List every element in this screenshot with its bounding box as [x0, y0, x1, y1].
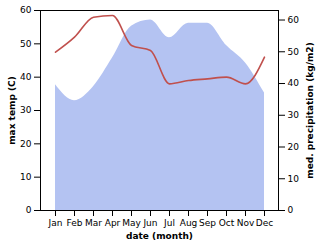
svg-text:20: 20	[288, 142, 300, 152]
svg-text:Aug: Aug	[180, 218, 198, 228]
svg-text:10: 10	[288, 174, 300, 184]
svg-text:Nov: Nov	[237, 218, 255, 228]
svg-text:60: 60	[288, 15, 300, 25]
svg-text:med. precipitation (kg/m2): med. precipitation (kg/m2)	[305, 42, 315, 178]
svg-text:0: 0	[288, 205, 294, 215]
svg-text:Sep: Sep	[199, 218, 216, 228]
svg-text:30: 30	[20, 105, 32, 115]
svg-text:20: 20	[20, 139, 32, 149]
svg-text:10: 10	[20, 172, 32, 182]
svg-text:Jul: Jul	[163, 218, 175, 228]
svg-text:40: 40	[20, 72, 32, 82]
svg-text:Oct: Oct	[219, 218, 235, 228]
svg-text:Apr: Apr	[105, 218, 121, 228]
svg-text:50: 50	[288, 47, 300, 57]
svg-text:60: 60	[20, 5, 32, 15]
svg-text:Mar: Mar	[85, 218, 102, 228]
svg-text:30: 30	[288, 110, 300, 120]
svg-text:Jan: Jan	[48, 218, 63, 228]
svg-text:max temp (C): max temp (C)	[7, 76, 17, 145]
svg-text:Jun: Jun	[142, 218, 157, 228]
svg-text:date (month): date (month)	[126, 231, 193, 241]
svg-text:50: 50	[20, 39, 32, 49]
svg-text:40: 40	[288, 78, 300, 88]
svg-text:May: May	[122, 218, 141, 228]
svg-text:Dec: Dec	[256, 218, 273, 228]
svg-text:0: 0	[26, 205, 32, 215]
svg-text:Feb: Feb	[67, 218, 83, 228]
